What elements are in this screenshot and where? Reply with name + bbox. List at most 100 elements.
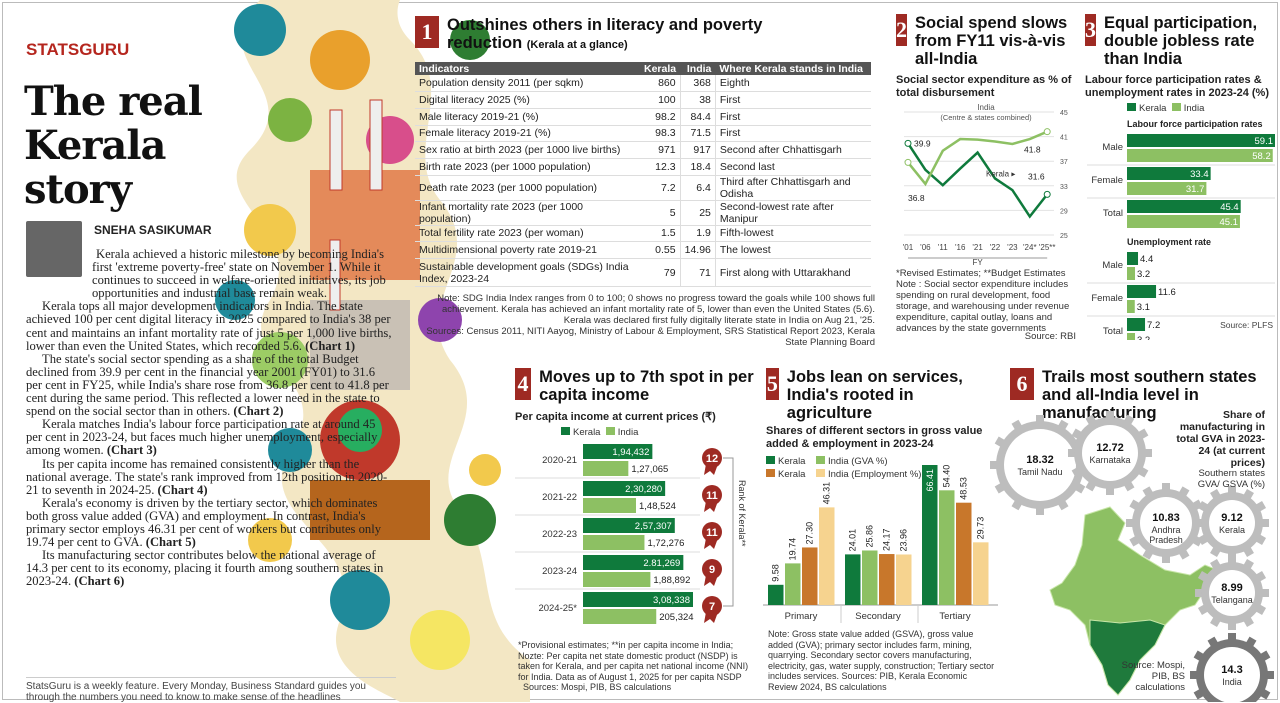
bar-kerala xyxy=(583,444,653,459)
bar-kerala xyxy=(1127,200,1241,213)
rank-bracket xyxy=(723,457,734,607)
y-tick-label: 33 xyxy=(1060,184,1068,191)
rank-cell: First xyxy=(715,91,871,109)
bar-india xyxy=(583,461,629,476)
x-tick-label: '11 xyxy=(938,243,948,252)
chart-reference: (Chart 5) xyxy=(145,535,196,550)
bar-kerala xyxy=(1127,318,1146,331)
rank-badge-icon xyxy=(702,448,722,468)
value-label: 27.30 xyxy=(805,522,815,545)
legend-india: India xyxy=(1183,103,1205,114)
x-axis-label: FY xyxy=(972,258,983,267)
value-label: 2,30,280 xyxy=(625,484,662,495)
article-body: Kerala achieved a historic milestone by … xyxy=(26,247,394,589)
kicker: STATSGURU xyxy=(26,40,130,59)
rank-cell: Fifth-lowest xyxy=(715,225,871,243)
paragraph-text: Its manufacturing sector contributes bel… xyxy=(26,548,384,589)
category-label: 2023-24 xyxy=(542,566,577,577)
chart4-title: Moves up to 7th spot in per capita incom… xyxy=(539,368,754,404)
endpoint-marker xyxy=(904,158,912,166)
chart1-title-text: Outshines others in literacy and poverty… xyxy=(447,16,763,52)
chart-reference: (Chart 4) xyxy=(157,482,208,497)
indicator-cell: Sustainable development goals (SDGs) Ind… xyxy=(415,258,640,287)
chart3: 3 Equal participation, double jobless ra… xyxy=(1085,14,1275,114)
india-cell: 38 xyxy=(680,91,716,109)
value-label: 48.53 xyxy=(959,477,969,500)
category-label: Tertiary xyxy=(939,611,970,622)
gear-value: 12.72 xyxy=(1096,442,1124,454)
column-header: Kerala xyxy=(640,62,681,75)
chart5-title: Jobs lean on services, India's rooted in… xyxy=(786,368,963,422)
india-cell: 71.5 xyxy=(680,125,716,143)
category-label: Secondary xyxy=(855,611,901,622)
category-label: 2024-25* xyxy=(538,603,577,614)
chart3-legend: Kerala India xyxy=(1127,103,1275,114)
bar-kerala xyxy=(583,555,684,570)
y-tick-label: 45 xyxy=(1060,110,1068,117)
x-tick-label: '16 xyxy=(955,243,966,252)
y-tick-label: 29 xyxy=(1060,208,1068,215)
gear-tooth xyxy=(1228,633,1236,643)
gear-tooth xyxy=(1228,486,1236,496)
india-label-sub: (Centre & states combined) xyxy=(940,113,1032,122)
rank-value: 7 xyxy=(709,601,715,613)
table-row: Infant mortality rate 2023 (per 1000 pop… xyxy=(415,200,871,226)
chart3-source: Source: PLFS xyxy=(1220,320,1273,330)
kerala-cell: 5 xyxy=(640,200,681,226)
chart4-note: *Provisional estimates; **in per capita … xyxy=(518,640,756,693)
chart1-title: Outshines others in literacy and poverty… xyxy=(447,16,767,54)
value-label: 1,88,892 xyxy=(653,575,690,586)
indicator-cell: Male literacy 2019-21 (%) xyxy=(415,108,640,126)
legend-swatch-india xyxy=(605,427,615,435)
paragraph-text: Its per capita income has remained consi… xyxy=(26,456,388,497)
table-row: Sex ratio at birth 2023 (per 1000 live b… xyxy=(415,141,871,159)
bar-kerala-gva xyxy=(922,465,938,605)
chart6: 6 Trails most southern states and all-In… xyxy=(1010,368,1278,422)
kerala-cell: 98.3 xyxy=(640,125,681,143)
kerala-cell: 98.2 xyxy=(640,108,681,126)
rank-cell: First xyxy=(715,125,871,143)
gear-tooth xyxy=(1228,550,1236,560)
bar-india xyxy=(1127,333,1136,340)
chart3-plot: Labour force participation rates Male 59.1… xyxy=(1087,119,1275,340)
bar-india-gva xyxy=(939,490,955,605)
gear-tooth xyxy=(1162,483,1170,493)
rank-cell: First along with Uttarakhand xyxy=(715,258,871,287)
kerala-cell: 7.2 xyxy=(640,175,681,201)
value-label: 59.1 xyxy=(1255,136,1274,147)
endpoint-marker xyxy=(1043,128,1051,136)
india-cell: 368 xyxy=(680,75,716,93)
column-header: Indicators xyxy=(415,62,640,75)
bar-kerala xyxy=(583,592,693,607)
value-label: 58.2 xyxy=(1252,151,1271,162)
chart2-note: *Revised Estimates; **Budget Estimates N… xyxy=(896,268,1070,334)
legend-swatch-india xyxy=(1171,103,1181,111)
indicator-cell: Population density 2011 (per sqkm) xyxy=(415,75,640,93)
x-tick-label: '21 xyxy=(972,243,983,252)
y-tick-label: 37 xyxy=(1060,159,1068,166)
table-row: Total fertility rate 2023 (per woman) 1.5… xyxy=(415,225,871,243)
value-label: 1,94,432 xyxy=(612,447,649,458)
legend-kerala: Kerala xyxy=(573,427,601,438)
kerala-illustration xyxy=(215,0,530,702)
indicator-cell: Total fertility rate 2023 (per woman) xyxy=(415,225,640,243)
column-header: Where Kerala stands in India xyxy=(715,62,871,75)
kerala-cell: 100 xyxy=(640,91,681,109)
bar-india-gva xyxy=(785,563,801,605)
chart2-source: Source: RBI xyxy=(1024,331,1076,342)
chart4: 4 Moves up to 7th spot in per capita inc… xyxy=(515,368,760,438)
table-row: Death rate 2023 (per 1000 population) 7.2… xyxy=(415,175,871,201)
value-label: 45.4 xyxy=(1220,202,1239,213)
india-cell: 71 xyxy=(680,258,716,287)
bar-india xyxy=(583,535,645,550)
bar-india-gva xyxy=(862,550,878,605)
paragraph-text: Kerala matches India's labour force part… xyxy=(26,417,378,458)
value-label: 205,324 xyxy=(659,612,693,623)
southern-states-map xyxy=(1089,619,1166,696)
rank-badge-icon xyxy=(702,596,722,616)
group-title: Unemployment rate xyxy=(1127,237,1211,247)
bar-kerala-employment xyxy=(956,502,972,605)
chart5: 5 Jobs lean on services, India's rooted … xyxy=(766,368,998,480)
rank-cell: Second after Chhattisgarh xyxy=(715,141,871,159)
